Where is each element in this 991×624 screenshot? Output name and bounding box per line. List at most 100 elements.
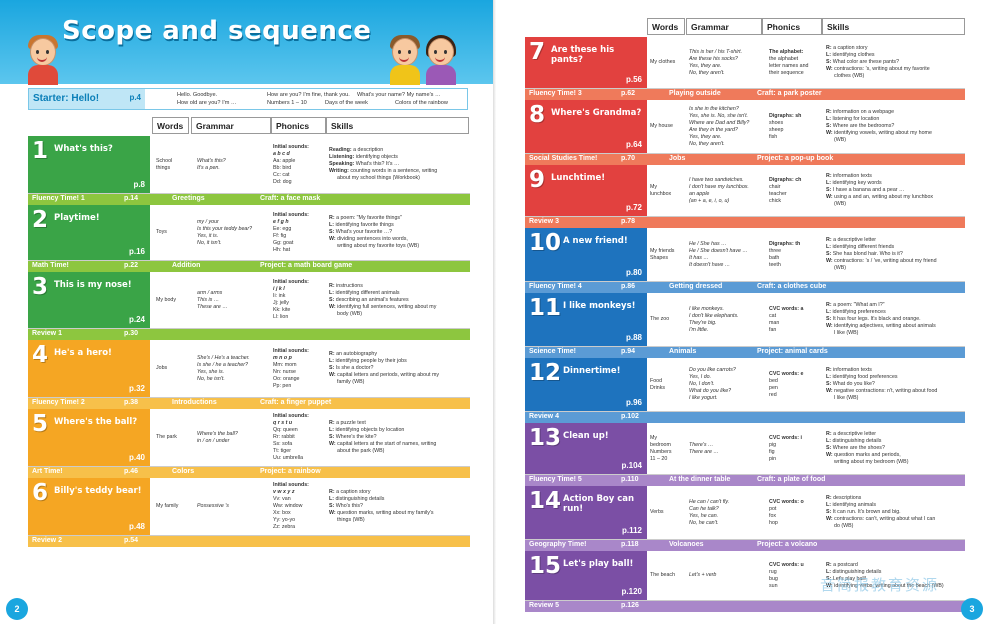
unit-row: 15 Let's play ball! p.120 The beach Let's + … [525, 551, 965, 601]
phonics-cell: Initial sounds: q r s t u Qq: queen Rr: rab… [273, 409, 327, 466]
skill-item: L: identifying animals [826, 502, 877, 508]
phonics-item: Ii: ink [273, 293, 286, 299]
grammar-item: They're big. [689, 319, 717, 326]
grammar-item: No, he can't. [689, 519, 719, 526]
skill-item: S: It can run. It's brown and big. [826, 509, 901, 515]
band-topic: Addition [172, 262, 201, 269]
unit-title: Dinnertime! [563, 366, 621, 376]
skill-item: R: information on a webpage [826, 109, 895, 115]
column-header: Phonics [762, 18, 822, 35]
phonics-item: Tt: tiger [273, 448, 291, 454]
skill-item: S: What color are these pants? [826, 59, 900, 65]
phonics-item: fox [769, 512, 777, 519]
unit-title: Let's play ball! [563, 559, 634, 569]
grammar-cell: He can / can't fly. Can he talk? Yes, he c… [689, 486, 763, 539]
words-cell: Food Drinks [650, 358, 686, 411]
phonics-key: i j k l [273, 286, 285, 292]
phonics-item: Qq: queen [273, 427, 298, 433]
column-header: Words [647, 18, 685, 35]
unit-row: 5 Where's the ball? p.40 The park Where's th… [28, 409, 470, 467]
grammar-item: an apple [689, 190, 710, 197]
skills-cell: R: a postcard L: distinguishing details S:… [826, 551, 964, 600]
skill-item: L: identifying favorite things [329, 222, 394, 228]
phonics-item: man [769, 319, 780, 326]
section-band: Art Time! p.46 Colors Project: a rainbow [28, 467, 470, 478]
word-item: Verbs [650, 509, 664, 515]
phonics-item: letter names and [769, 62, 809, 69]
unit-row: 11 I like monkeys! p.88 The zoo I like monke… [525, 293, 965, 347]
section-band: Review 4 p.102 [525, 412, 965, 423]
skill-item: about the park (WB) [337, 448, 385, 454]
band-label: Social Studies Time! [529, 155, 598, 162]
phonics-cell: CVC words: a cat man fan [769, 293, 823, 346]
phonics-item: pot [769, 505, 777, 512]
grammar-item: It's a pen. [197, 164, 220, 171]
unit-label: 14 Action Boy can run! p.112 [525, 486, 647, 539]
band-topic: Jobs [669, 155, 686, 162]
unit-page: p.112 [621, 526, 642, 535]
word-item: bedroom [650, 441, 671, 448]
phonics-heading: Initial sounds: [273, 143, 309, 150]
word-item: My house [650, 123, 673, 129]
column-header: Skills [326, 117, 469, 134]
unit-number: 3 [32, 274, 49, 300]
word-item: My clothes [650, 59, 676, 65]
skill-item: S: It has four legs. It's black and oran… [826, 316, 921, 322]
band-topic: Introductions [172, 399, 217, 406]
phonics-item: Xx: box [273, 510, 291, 516]
skill-item: (WB) [834, 137, 847, 143]
phonics-cell: CVC words: e bed pen red [769, 358, 823, 411]
band-page: p.126 [621, 602, 639, 609]
starter-item: Hello. Goodbye. [177, 92, 218, 98]
words-cell: My body [156, 272, 192, 328]
band-label: Review 3 [529, 218, 559, 225]
word-item: The beach [650, 572, 676, 578]
word-item: Drinks [650, 384, 666, 391]
skill-item: S: Where are the shoes? [826, 445, 885, 451]
skill-item: L: distinguishing details [826, 438, 882, 444]
grammar-cell: Where's the ball? in / on / under [197, 409, 273, 466]
grammar-item: Is she in the kitchen? [689, 105, 739, 112]
grammar-item: Where are Dad and Billy? [689, 119, 750, 126]
unit-page: p.40 [128, 453, 145, 462]
grammar-item: Yes, they are. [689, 62, 722, 69]
skill-item: things (WB) [337, 517, 365, 523]
band-page: p.118 [621, 541, 639, 548]
band-project: Project: animal cards [757, 348, 828, 355]
word-item: School [156, 157, 173, 164]
section-band: Review 3 p.78 [525, 217, 965, 228]
section-band: Geography Time! p.118 Volcanoes Project: a … [525, 540, 965, 551]
unit-label: 9 Lunchtime! p.72 [525, 165, 647, 216]
skills-cell: R: descriptions L: identifying animals S: … [826, 486, 964, 539]
skill-item: S: Where are the bedrooms? [826, 123, 895, 129]
skill-item: L: identifying objects by location [329, 427, 405, 433]
grammar-cell: Let's + verb [689, 551, 763, 600]
skill-item: W: capital letters and periods, writing … [329, 372, 440, 378]
unit-page: p.24 [128, 315, 145, 324]
skill-item: R: descriptions [826, 495, 862, 501]
phonics-cell: The alphabet: the alphabet letter names an… [769, 37, 823, 88]
grammar-item: I don't like elephants. [689, 312, 739, 319]
skill-item: L: listening for location [826, 116, 880, 122]
grammar-item: Possessive 's [197, 503, 229, 509]
skill-item: S: She has blond hair. Who is it? [826, 251, 903, 257]
skill-item: L: identifying preferences [826, 309, 886, 315]
phonics-cell: CVC words: u rug bug sun [769, 551, 823, 600]
unit-label: 13 Clean up! p.104 [525, 423, 647, 474]
skill-item: S: I have a banana and a pear … [826, 187, 905, 193]
skill-item: L: identifying different animals [329, 289, 400, 296]
skill-item: W: capital letters at the start of names… [329, 441, 437, 447]
unit-row: 7 Are these his pants? p.56 My clothes This … [525, 37, 965, 89]
skill-item: S: Where's the kite? [329, 434, 377, 440]
grammar-cell: Do you like carrots? Yes, I do. No, I don'… [689, 358, 763, 411]
grammar-item: He / She doesn't have … [689, 247, 748, 254]
words-cell: My friends Shapes [650, 228, 686, 281]
word-item: 11 – 20 [650, 455, 668, 462]
unit-label: 1 What's this? p.8 [28, 136, 150, 193]
unit-title: Where's the ball? [54, 417, 138, 427]
word-item: The zoo [650, 316, 670, 322]
unit-row: 2 Playtime! p.16 Toys my / your Is this your … [28, 205, 470, 261]
words-cell: School things [156, 136, 192, 193]
phonics-cell: Initial sounds: e f g h Ee: egg Ff: fig Gg: … [273, 205, 327, 260]
grammar-item: Yes, it is. [197, 232, 219, 239]
